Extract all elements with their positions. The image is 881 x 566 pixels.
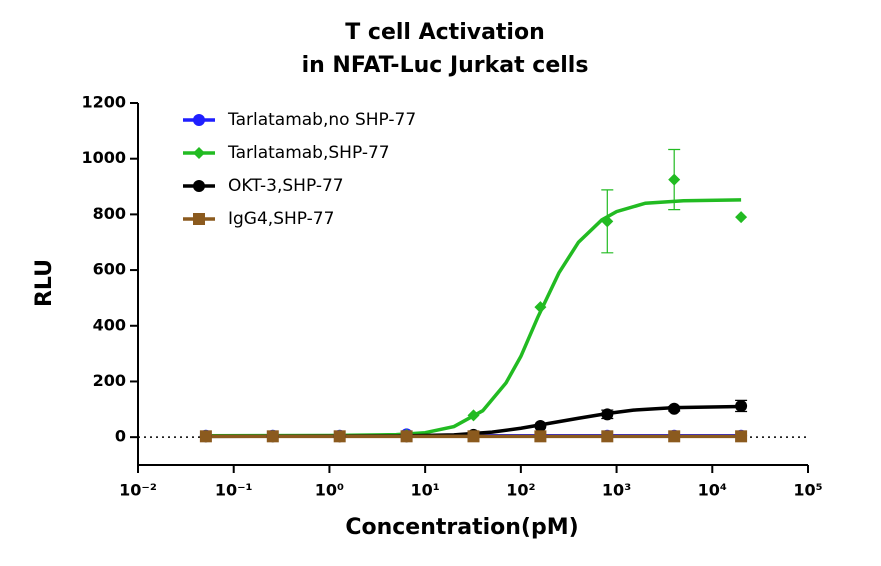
fit-curve — [205, 198, 742, 438]
point — [400, 430, 413, 443]
point — [735, 399, 748, 412]
point — [333, 430, 346, 443]
point — [601, 215, 614, 228]
point — [266, 430, 279, 443]
point — [735, 430, 748, 443]
y-tick-label: 400 — [93, 315, 126, 334]
x-tick-label: 10³ — [602, 481, 631, 500]
x-axis-label: Concentration(pM) — [345, 515, 578, 540]
point — [668, 173, 681, 186]
point — [601, 408, 614, 421]
point — [467, 409, 480, 422]
legend-label: IgG4,SHP-77 — [228, 209, 334, 229]
x-tick-label: 10⁻² — [119, 481, 157, 500]
legend-marker — [193, 180, 205, 192]
point — [534, 430, 547, 443]
chart-title: T cell Activation — [345, 20, 545, 45]
legend-marker — [193, 147, 205, 159]
y-tick-label: 1000 — [81, 148, 126, 167]
x-tick-label: 10⁴ — [698, 481, 727, 500]
y-tick-label: 800 — [93, 204, 126, 223]
y-tick-label: 1200 — [81, 93, 126, 112]
chart-subtitle: in NFAT-Luc Jurkat cells — [302, 53, 589, 78]
point — [534, 301, 547, 314]
x-tick-label: 10⁵ — [793, 481, 822, 500]
y-tick-label: 0 — [115, 427, 126, 446]
legend-label: OKT-3,SHP-77 — [228, 176, 344, 196]
legend-marker — [193, 213, 205, 225]
y-tick-label: 200 — [93, 371, 126, 390]
point — [735, 211, 748, 224]
point — [534, 420, 547, 433]
point — [467, 430, 480, 443]
point — [668, 430, 681, 443]
legend-label: Tarlatamab,no SHP-77 — [227, 110, 416, 130]
y-axis-label: RLU — [32, 259, 57, 307]
legend-label: Tarlatamab,SHP-77 — [227, 143, 390, 163]
x-tick-label: 10⁰ — [315, 481, 344, 500]
point — [668, 402, 681, 415]
x-tick-label: 10¹ — [411, 481, 440, 500]
y-tick-label: 600 — [93, 260, 126, 279]
x-tick-label: 10² — [506, 481, 535, 500]
legend-marker — [193, 114, 205, 126]
point — [601, 430, 614, 443]
x-tick-label: 10⁻¹ — [215, 481, 253, 500]
point — [199, 430, 212, 443]
